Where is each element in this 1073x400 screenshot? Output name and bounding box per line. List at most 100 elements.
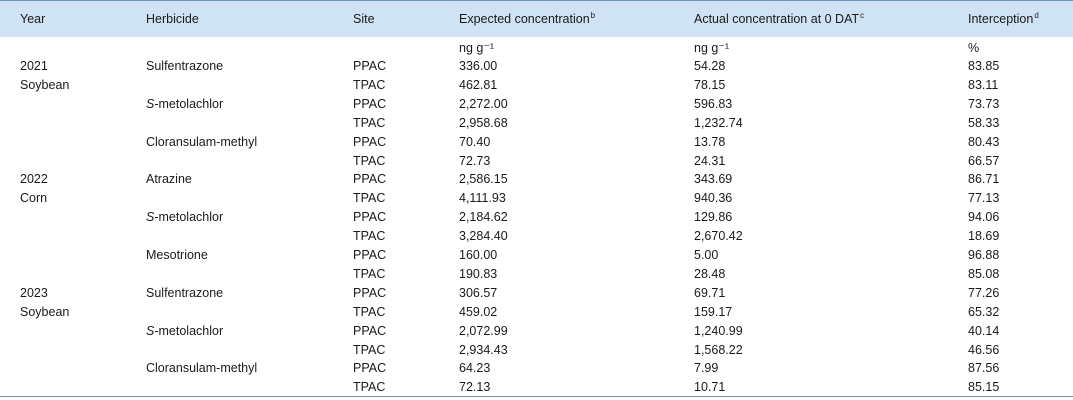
crop-cell: Soybean bbox=[20, 77, 70, 92]
herbicide-cell: Atrazine bbox=[146, 172, 192, 187]
interception-cell: 18.69 bbox=[968, 229, 1000, 244]
herbicide-name: Sulfentrazone bbox=[146, 59, 224, 73]
herbicide-cell: Mesotrione bbox=[146, 248, 208, 263]
expected-concentration-cell: 2,072.99 bbox=[459, 323, 508, 338]
site-cell: PPAC bbox=[353, 134, 387, 149]
expected-concentration-cell: 462.81 bbox=[459, 77, 498, 92]
site-cell: TPAC bbox=[353, 153, 386, 168]
interception-cell: 65.32 bbox=[968, 304, 1000, 319]
herbicide-cell: Sulfentrazone bbox=[146, 59, 223, 74]
actual-concentration-cell: 1,568.22 bbox=[694, 342, 743, 357]
expected-concentration-cell: 4,111.93 bbox=[459, 191, 506, 206]
crop-cell: Corn bbox=[20, 191, 48, 206]
unit-actual: ng g⁻¹ bbox=[694, 41, 730, 55]
actual-concentration-cell: 596.83 bbox=[694, 96, 733, 111]
expected-concentration-cell: 336.00 bbox=[459, 59, 498, 73]
expected-concentration-cell: 190.83 bbox=[459, 266, 498, 281]
herbicide-cell: S-metolachlor bbox=[146, 97, 223, 112]
site-cell: PPAC bbox=[353, 323, 387, 338]
actual-concentration-cell: 940.36 bbox=[694, 191, 733, 206]
interception-cell: 77.13 bbox=[968, 191, 1000, 206]
herbicide-name: Cloransulam-methyl bbox=[146, 361, 258, 376]
header-site: Site bbox=[353, 12, 375, 26]
herbicide-name: Atrazine bbox=[146, 172, 192, 187]
interception-cell: 58.33 bbox=[968, 115, 1000, 130]
site-cell: TPAC bbox=[353, 266, 386, 281]
actual-concentration-cell: 343.69 bbox=[694, 172, 733, 187]
herbicide-cell: S-metolachlor bbox=[146, 210, 223, 225]
interception-cell: 94.06 bbox=[968, 210, 1000, 225]
expected-concentration-cell: 459.02 bbox=[459, 304, 498, 319]
actual-concentration-cell: 2,670.42 bbox=[694, 229, 743, 244]
actual-concentration-cell: 7.99 bbox=[694, 361, 719, 376]
actual-concentration-cell: 54.28 bbox=[694, 59, 726, 73]
actual-concentration-cell: 69.71 bbox=[694, 285, 726, 300]
footnote-marker-c: c bbox=[860, 11, 865, 20]
herbicide-name: Mesotrione bbox=[146, 248, 208, 262]
site-cell: PPAC bbox=[353, 210, 387, 225]
interception-cell: 85.08 bbox=[968, 266, 1000, 281]
actual-concentration-cell: 78.15 bbox=[694, 77, 726, 92]
herbicide-prefix: S bbox=[146, 96, 155, 111]
expected-concentration-cell: 72.73 bbox=[459, 153, 491, 168]
interception-cell: 77.26 bbox=[968, 285, 1000, 300]
interception-cell: 73.73 bbox=[968, 96, 1000, 111]
herbicide-prefix: S bbox=[146, 323, 155, 338]
footnote-marker-b: b bbox=[590, 11, 596, 20]
site-cell: TPAC bbox=[353, 342, 386, 357]
actual-concentration-cell: 1,232.74 bbox=[694, 115, 743, 130]
actual-concentration-cell: 129.86 bbox=[694, 210, 733, 225]
unit-interception: % bbox=[968, 41, 980, 55]
interception-cell: 83.11 bbox=[968, 77, 999, 92]
interception-cell: 66.57 bbox=[968, 153, 1000, 168]
expected-concentration-cell: 2,934.43 bbox=[459, 342, 508, 357]
herbicide-cell: Cloransulam-methyl bbox=[146, 361, 257, 376]
interception-cell: 85.15 bbox=[968, 380, 1000, 395]
header-expected-label: Expected concentration bbox=[459, 12, 590, 26]
expected-concentration-cell: 70.40 bbox=[459, 134, 491, 149]
site-cell: PPAC bbox=[353, 248, 387, 262]
interception-cell: 96.88 bbox=[968, 248, 1000, 262]
header-actual-concentration: Actual concentration at 0 DATc bbox=[694, 12, 864, 27]
interception-cell: 83.85 bbox=[968, 59, 1000, 73]
unit-expected: ng g⁻¹ bbox=[459, 41, 495, 55]
expected-concentration-cell: 2,272.00 bbox=[459, 96, 508, 111]
actual-concentration-cell: 5.00 bbox=[694, 248, 719, 262]
herbicide-name: -metolachlor bbox=[154, 96, 224, 111]
year-cell: 2023 bbox=[20, 285, 48, 300]
site-cell: TPAC bbox=[353, 77, 386, 92]
expected-concentration-cell: 72.13 bbox=[459, 380, 491, 395]
site-cell: TPAC bbox=[353, 191, 386, 206]
herbicide-name: -metolachlor bbox=[154, 210, 224, 225]
interception-cell: 80.43 bbox=[968, 134, 1000, 149]
actual-concentration-cell: 10.71 bbox=[694, 380, 726, 395]
herbicide-prefix: S bbox=[146, 210, 155, 225]
site-cell: PPAC bbox=[353, 59, 387, 73]
year-cell: 2022 bbox=[20, 172, 48, 187]
header-herbicide: Herbicide bbox=[146, 12, 199, 26]
crop-cell: Soybean bbox=[20, 304, 70, 319]
header-interception-label: Interception bbox=[968, 12, 1034, 26]
site-cell: TPAC bbox=[353, 115, 386, 130]
expected-concentration-cell: 306.57 bbox=[459, 285, 498, 300]
interception-cell: 87.56 bbox=[968, 361, 1000, 376]
herbicide-cell: Cloransulam-methyl bbox=[146, 135, 257, 150]
actual-concentration-cell: 1,240.99 bbox=[694, 323, 743, 338]
expected-concentration-cell: 2,184.62 bbox=[459, 210, 508, 225]
herbicide-cell: S-metolachlor bbox=[146, 324, 223, 339]
header-year: Year bbox=[20, 12, 46, 26]
table-header-band: Year Herbicide Site Expected concentrati… bbox=[0, 0, 1073, 37]
footnote-marker-d: d bbox=[1034, 11, 1039, 20]
site-cell: TPAC bbox=[353, 229, 386, 244]
site-cell: TPAC bbox=[353, 304, 386, 319]
interception-cell: 40.14 bbox=[968, 323, 1000, 338]
site-cell: PPAC bbox=[353, 96, 387, 111]
actual-concentration-cell: 159.17 bbox=[694, 304, 733, 319]
herbicide-name: Cloransulam-methyl bbox=[146, 134, 258, 149]
header-actual-label: Actual concentration at 0 DAT bbox=[694, 12, 860, 26]
header-interception: Interceptiond bbox=[968, 12, 1039, 27]
header-expected-concentration: Expected concentrationb bbox=[459, 12, 595, 27]
expected-concentration-cell: 2,586.15 bbox=[459, 172, 508, 187]
herbicide-cell: Sulfentrazone bbox=[146, 286, 223, 301]
interception-cell: 86.71 bbox=[968, 172, 1000, 187]
